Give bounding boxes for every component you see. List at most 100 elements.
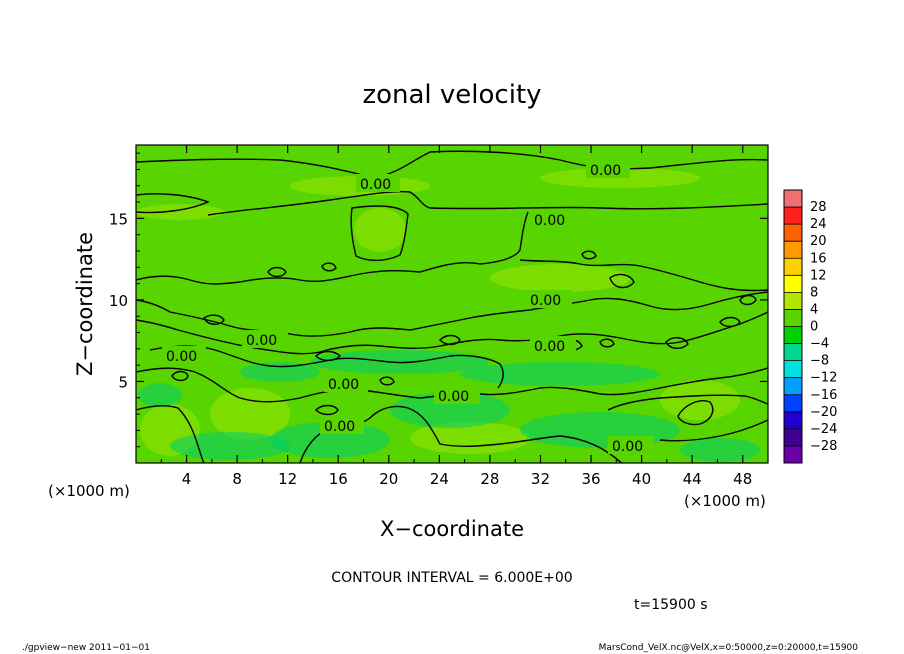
plot-frame — [135, 144, 769, 464]
time-text: t=15900 s — [634, 597, 708, 613]
contour-lines — [136, 150, 768, 463]
contour-label: 0.00 — [590, 163, 621, 179]
contour-line — [136, 193, 210, 214]
contour-line — [267, 266, 287, 278]
contour-line — [659, 419, 768, 442]
contour-label: 0.00 — [534, 339, 565, 355]
colorbar-label: −20 — [810, 405, 837, 420]
x-unit-left: (×1000 m) — [48, 482, 130, 500]
contour-line — [719, 316, 741, 328]
contour-line — [203, 314, 225, 325]
contour-label: 0.00 — [324, 419, 355, 435]
colorbar-swatch — [784, 326, 802, 345]
x-tick-label: 24 — [430, 470, 449, 488]
colorbar-label: 24 — [810, 217, 827, 232]
colorbar: 28 24 20 16 12 8 4 0 −4 −8 −12 −16 −20 −24 −28 — [783, 189, 837, 464]
contour-line — [739, 294, 757, 306]
contour-line — [149, 345, 504, 389]
footer-left: ./gpview−new 2011−01−01 — [22, 643, 150, 653]
x-tick-label: 40 — [632, 470, 651, 488]
contour-label: 0.00 — [328, 377, 359, 393]
y-axis: 5 10 15 — [109, 152, 768, 448]
colorbar-swatch — [784, 258, 802, 276]
contour-line — [607, 394, 768, 411]
contour-label: 0.00 — [530, 293, 561, 309]
colorbar-label: 28 — [810, 200, 827, 215]
colorbar-label: −28 — [810, 439, 837, 454]
field-patch — [680, 438, 760, 462]
colorbar-label: 4 — [810, 302, 818, 317]
colorbar-swatch — [784, 377, 802, 396]
y-tick-label: 15 — [109, 210, 128, 228]
x-tick-label: 28 — [480, 470, 499, 488]
y-tick-label: 5 — [118, 373, 128, 391]
contour-line — [581, 250, 597, 260]
contour-line — [136, 211, 529, 285]
colorbar-label: −8 — [810, 354, 829, 369]
colorbar-swatch — [784, 428, 802, 447]
field-patch — [170, 432, 290, 460]
contour-line — [315, 350, 341, 362]
colorbar-label: 20 — [810, 234, 827, 249]
x-tick-label: 36 — [581, 470, 600, 488]
colorbar-label: 16 — [810, 251, 827, 266]
field-patch — [136, 204, 224, 220]
contour-label: 0.00 — [246, 333, 277, 349]
contour-line — [321, 262, 337, 272]
field-patch — [138, 383, 182, 407]
x-tick-label: 12 — [278, 470, 297, 488]
contour-line — [350, 205, 409, 262]
colorbar-swatch — [784, 224, 802, 242]
colorbar-swatch — [784, 394, 802, 413]
x-axis: 4 8 12 16 20 24 28 32 36 40 44 48 — [160, 145, 752, 488]
colorbar-swatch — [784, 275, 802, 293]
colorbar-swatch — [784, 292, 802, 310]
contour-label: 0.00 — [534, 213, 565, 229]
contour-line — [599, 338, 615, 348]
contour-line — [677, 400, 714, 426]
x-tick-label: 16 — [329, 470, 348, 488]
x-tick-label: 4 — [182, 470, 192, 488]
contour-label: 0.00 — [166, 349, 197, 365]
field-patch — [660, 380, 740, 420]
colorbar-swatch — [784, 411, 802, 430]
colorbar-swatch — [784, 241, 802, 259]
colorbar-swatch — [784, 445, 802, 464]
field-patch — [240, 362, 320, 382]
contour-line — [609, 273, 635, 289]
colorbar-label: 12 — [810, 268, 827, 283]
contour-label: 0.00 — [360, 177, 391, 193]
contour-line — [136, 150, 768, 179]
contour-line — [171, 370, 189, 382]
x-tick-label: 20 — [379, 470, 398, 488]
contour-interval-text: CONTOUR INTERVAL = 6.000E+00 — [331, 570, 572, 586]
field-patch — [460, 362, 660, 386]
field-patch — [490, 264, 630, 292]
contour-line — [379, 376, 395, 386]
colorbar-label: 8 — [810, 285, 818, 300]
contour-line — [207, 190, 768, 216]
y-axis-label: Z−coordinate — [73, 232, 97, 376]
x-axis-label: X−coordinate — [380, 517, 524, 541]
contour-line — [315, 404, 339, 416]
field-patch — [354, 208, 406, 252]
contour-line — [136, 405, 205, 463]
field-patch — [520, 412, 680, 448]
colorbar-swatch — [784, 309, 802, 327]
contour-label: 0.00 — [438, 389, 469, 405]
chart-title: zonal velocity — [362, 80, 541, 110]
contour-line — [439, 334, 461, 346]
contour-line — [665, 337, 689, 349]
colorbar-label: 0 — [810, 320, 818, 335]
colorbar-label: −12 — [810, 371, 837, 386]
colorbar-swatch — [784, 207, 802, 225]
colorbar-label: −4 — [810, 337, 829, 352]
footer-right: MarsCond_VelX.nc@VelX,x=0:50000,z=0:2000… — [599, 643, 859, 653]
contour-line — [519, 259, 768, 292]
x-tick-label: 32 — [531, 470, 550, 488]
colorbar-label: −16 — [810, 388, 837, 403]
x-tick-label: 8 — [232, 470, 242, 488]
colorbar-swatch — [784, 343, 802, 362]
contour-labels: 0.00 0.00 0.00 0.00 0.00 0.00 0.00 0.00 … — [162, 160, 654, 455]
field-patch — [410, 422, 530, 454]
